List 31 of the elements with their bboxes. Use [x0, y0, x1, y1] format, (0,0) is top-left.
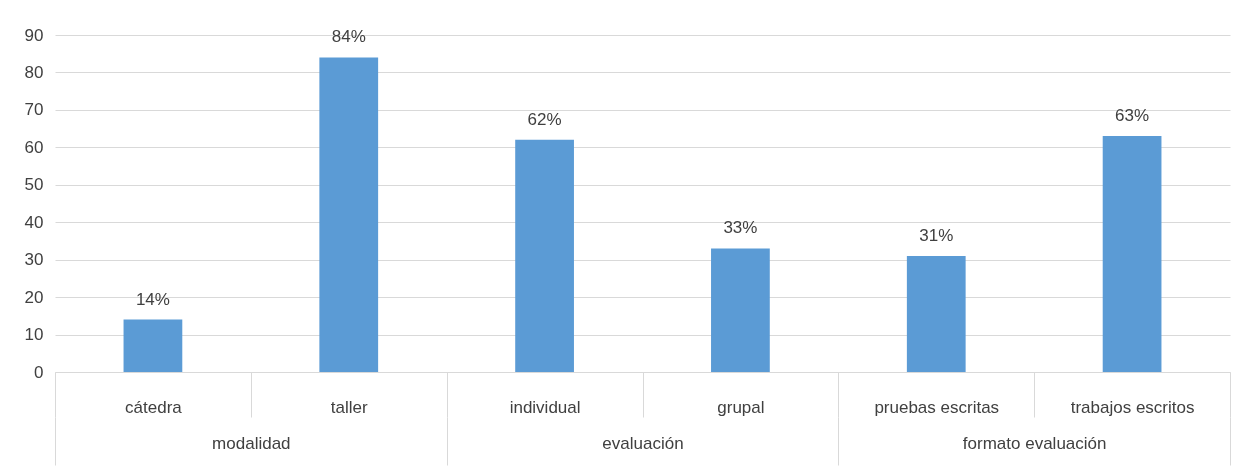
data-label: 63%: [1115, 106, 1150, 126]
x-tick-label: grupal: [717, 397, 765, 417]
text: formato evaluación: [962, 433, 1107, 453]
bar: [906, 255, 966, 372]
x-tick-label: trabajos escritos: [1070, 397, 1195, 417]
text: modalidad: [212, 433, 291, 453]
bar: [319, 57, 379, 372]
bar: [711, 248, 770, 372]
y-tick-label: 0: [34, 362, 44, 382]
y-tick-label: 10: [24, 325, 44, 345]
bar: [123, 319, 183, 372]
bar: [515, 139, 574, 372]
y-tick-label: 50: [24, 175, 44, 195]
y-tick-label: 60: [24, 137, 44, 157]
data-label: 84%: [331, 27, 366, 47]
y-tick-label: 80: [24, 62, 44, 82]
y-tick-label: 70: [24, 100, 44, 120]
x-tick-label: individual: [509, 397, 581, 417]
data-label: 62%: [527, 109, 562, 129]
x-tick-label: pruebas escritas: [874, 397, 1000, 417]
y-tick-label: 20: [24, 287, 44, 307]
data-label: 31%: [919, 225, 954, 245]
y-tick-label: 90: [24, 25, 44, 45]
y-tick-label: 30: [24, 250, 44, 270]
x-tick-label: cátedra: [125, 397, 183, 417]
text: evaluación: [602, 433, 684, 453]
bar: [1102, 136, 1162, 372]
x-tick-label: taller: [330, 397, 369, 417]
y-tick-label: 40: [24, 212, 44, 232]
data-label: 33%: [723, 218, 758, 238]
data-label: 14%: [135, 289, 170, 309]
